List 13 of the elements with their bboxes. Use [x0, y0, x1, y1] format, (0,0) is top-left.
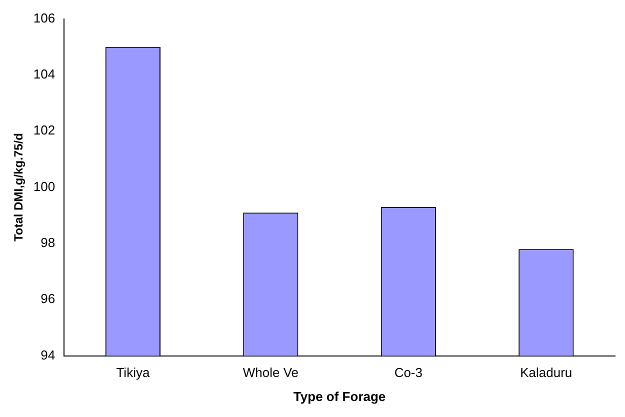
y-axis-title: Total DMI,g/kg.75/d	[12, 133, 26, 242]
x-tick-label: Co-3	[394, 365, 422, 380]
y-tick-label: 98	[40, 235, 56, 250]
y-tick-label: 96	[40, 291, 56, 306]
x-tick-label: Tikiya	[116, 365, 150, 380]
x-tick-label: Whole Ve	[242, 365, 299, 380]
y-tick-label: 94	[40, 347, 56, 362]
x-axis-title: Type of Forage	[293, 388, 386, 404]
y-tick-label: 102	[33, 122, 56, 138]
x-tick-label: Kaladuru	[520, 365, 572, 380]
y-tick-label: 106	[33, 10, 56, 26]
y-tick-label: 100	[33, 178, 56, 194]
y-tick-label: 104	[33, 66, 56, 82]
